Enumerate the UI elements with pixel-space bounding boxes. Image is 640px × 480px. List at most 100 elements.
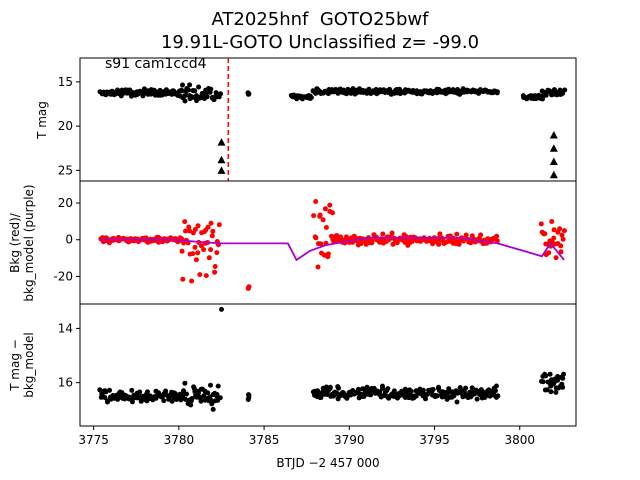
background-point [205, 224, 211, 230]
diff-mag-point [543, 373, 549, 379]
diff-mag-point [553, 389, 559, 395]
background-point [454, 231, 460, 237]
top-mag-point [192, 88, 198, 94]
diff-mag-point [102, 395, 108, 400]
diff-mag-point [434, 393, 440, 399]
background-point [551, 227, 557, 233]
background-point [542, 231, 548, 237]
background-point [538, 221, 544, 227]
background-point [463, 232, 469, 238]
background-point [553, 255, 559, 261]
top-mag-point [187, 82, 193, 88]
top-mag-point [562, 87, 568, 93]
background-point [380, 231, 386, 237]
diff-mag-point [385, 386, 391, 392]
diff-mag-point [145, 389, 150, 395]
upper-limit-triangle [549, 130, 558, 139]
background-point [546, 250, 552, 256]
background-point [561, 228, 567, 234]
chart-title-line1: AT2025hnf GOTO25bwf [211, 9, 429, 30]
diff-mag-point [495, 393, 501, 399]
xtick-label: 3785 [249, 433, 280, 447]
background-point [190, 251, 196, 257]
diff-mag-point [492, 388, 498, 394]
background-point [327, 202, 333, 208]
background-point [210, 228, 216, 234]
upper-limit-triangle [549, 157, 558, 166]
background-point [323, 225, 329, 230]
background-point [478, 232, 484, 238]
upper-limit-triangle [217, 138, 226, 146]
diff-mag-point [189, 396, 195, 401]
diff-mag-point [560, 384, 566, 390]
background-point [197, 272, 203, 278]
upper-limit-triangle [549, 170, 558, 179]
top-mag-point [204, 94, 210, 100]
diff-mag-point [551, 380, 557, 386]
top-mag-point [196, 84, 202, 90]
background-point [201, 247, 207, 253]
background-point [216, 222, 222, 228]
middle-ytick-label: 0 [65, 233, 73, 247]
top-ytick-label: 25 [58, 163, 73, 177]
background-point [315, 264, 321, 270]
background-point [179, 248, 185, 254]
background-point [313, 235, 319, 241]
background-point [559, 232, 565, 238]
bottom-ytick-label: 14 [58, 321, 73, 335]
diff-mag-point [129, 399, 135, 405]
background-point [456, 241, 462, 247]
background-point [389, 230, 395, 236]
top-mag-point [182, 98, 188, 104]
background-point [330, 210, 335, 216]
background-point [186, 224, 192, 230]
diff-mag-point [208, 382, 213, 388]
background-point [208, 247, 214, 253]
diff-mag-point [460, 394, 466, 400]
diff-mag-point [548, 389, 554, 395]
top-mag-point [208, 86, 214, 92]
background-point [494, 233, 500, 239]
diff-mag-outlier [219, 306, 224, 312]
diff-mag-point [210, 406, 216, 412]
diff-mag-point [430, 387, 436, 392]
bottom-panel-frame [79, 303, 577, 427]
background-point [195, 250, 201, 256]
diff-mag-point [163, 388, 169, 394]
diff-mag-point [413, 393, 419, 399]
xtick-label: 3795 [419, 433, 450, 447]
background-point [214, 250, 220, 256]
diff-mag-point [245, 397, 251, 402]
background-point [206, 255, 212, 261]
background-point [198, 243, 204, 249]
background-point [551, 235, 557, 241]
xtick-label: 3790 [334, 433, 365, 447]
bottom-panel-y-label: T mag − bkg_model [8, 332, 36, 398]
background-point [208, 220, 214, 226]
diff-mag-point [560, 375, 566, 381]
diff-mag-point [547, 371, 553, 377]
diff-mag-point [137, 389, 143, 395]
diff-mag-point [182, 380, 188, 386]
top-mag-point [218, 91, 223, 97]
background-point [322, 206, 328, 212]
diff-mag-point [97, 387, 103, 393]
background-point [203, 273, 209, 279]
annotation-label: s91 cam1ccd4 [105, 56, 207, 72]
diff-mag-point [368, 392, 374, 398]
diff-mag-point [555, 377, 560, 383]
diff-mag-point [188, 402, 194, 408]
diff-mag-point [191, 386, 197, 392]
diff-mag-point [408, 388, 414, 394]
upper-limit-triangle [217, 166, 226, 174]
diff-mag-point [391, 388, 397, 394]
diff-mag-point [217, 395, 223, 401]
xtick-label: 3800 [504, 433, 535, 447]
top-mag-point [246, 91, 252, 97]
top-mag-point [148, 91, 154, 97]
diff-mag-point [181, 388, 186, 394]
top-mag-point [308, 95, 314, 101]
background-point [193, 257, 199, 263]
diff-mag-point [423, 396, 428, 402]
background-point [390, 241, 396, 247]
